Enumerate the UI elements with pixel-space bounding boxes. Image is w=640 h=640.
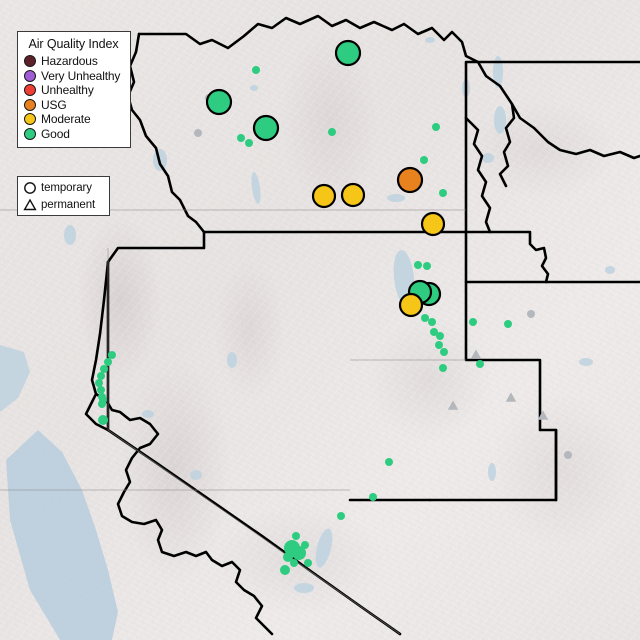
monitor-site-marker-permanent[interactable]	[435, 341, 443, 349]
reference-lines-layer	[0, 209, 466, 635]
monitor-site-marker-permanent[interactable]	[98, 415, 108, 425]
monitor-site-marker-temporary[interactable]	[420, 211, 446, 237]
monitor-site-marker-permanent[interactable]	[283, 552, 293, 562]
monitor-site-marker-permanent[interactable]	[428, 318, 436, 326]
monitor-site-marker-permanent-nodata[interactable]	[505, 392, 517, 402]
monitor-site-marker-permanent[interactable]	[369, 493, 377, 501]
monitor-site-marker-permanent[interactable]	[328, 128, 336, 136]
monitor-site-marker-permanent-nodata[interactable]	[537, 410, 549, 420]
border-oregon-idaho	[137, 14, 640, 160]
legend-item-usg: USG	[24, 98, 123, 113]
border-california-sierra	[94, 392, 274, 636]
no-data-temporary-sites-layer[interactable]	[194, 94, 572, 459]
monitor-site-marker-permanent[interactable]	[440, 348, 448, 356]
legend-swatch-icon	[24, 55, 36, 68]
border-idaho-oregon-west	[126, 32, 206, 234]
legend-swatch-icon	[24, 69, 36, 82]
legend-item-label: Very Unhealthy	[41, 68, 121, 83]
legend-item-temporary: temporary	[23, 179, 104, 196]
monitor-site-marker-permanent[interactable]	[104, 358, 112, 366]
legend-item-good: Good	[24, 127, 123, 142]
border-wyoming-utah-notch	[464, 230, 550, 284]
monitor-site-marker-permanent[interactable]	[439, 364, 447, 372]
monitor-site-marker-permanent[interactable]	[290, 559, 298, 567]
monitor-site-marker-permanent[interactable]	[304, 559, 312, 567]
monitor-site-marker-permanent[interactable]	[108, 351, 116, 359]
monitor-site-marker-temporary[interactable]	[311, 183, 337, 209]
circle-icon	[24, 181, 36, 194]
monitor-site-marker-permanent-nodata[interactable]	[447, 400, 459, 410]
monitor-site-marker-nodata[interactable]	[194, 129, 202, 137]
legend-items-list: Hazardous Very Unhealthy Unhealthy USG Moder…	[24, 54, 123, 141]
legend-item-hazardous: Hazardous	[24, 54, 123, 69]
monitor-site-marker-permanent[interactable]	[237, 134, 245, 142]
legend-item-label: Moderate	[41, 112, 91, 127]
monitor-site-marker-permanent[interactable]	[423, 262, 431, 270]
monitor-site-marker-permanent[interactable]	[97, 372, 105, 380]
legend-swatch-icon	[24, 113, 36, 126]
monitor-site-marker-permanent[interactable]	[476, 360, 484, 368]
monitor-site-marker-permanent[interactable]	[430, 328, 438, 336]
monitor-site-marker-permanent[interactable]	[469, 318, 477, 326]
legend-item-label: Hazardous	[41, 54, 98, 69]
triangle-icon	[23, 198, 37, 210]
legend-item-label: USG	[41, 97, 67, 112]
monitor-site-marker-permanent[interactable]	[337, 512, 345, 520]
permanent-monitor-sites-layer[interactable]	[95, 66, 512, 575]
monitor-site-marker-permanent[interactable]	[100, 365, 108, 373]
monitor-site-marker-permanent[interactable]	[414, 261, 422, 269]
monitor-site-marker-permanent[interactable]	[436, 332, 444, 340]
legend-item-label: Unhealthy	[41, 83, 94, 98]
monitor-site-marker-nodata[interactable]	[564, 451, 572, 459]
monitor-site-marker-permanent[interactable]	[504, 320, 512, 328]
monitor-site-marker-permanent[interactable]	[292, 546, 306, 560]
legend-label-permanent: permanent	[41, 198, 96, 211]
no-data-permanent-sites-layer[interactable]	[447, 349, 549, 420]
monitor-site-marker-permanent[interactable]	[385, 458, 393, 466]
monitor-site-marker-permanent[interactable]	[245, 139, 253, 147]
site-type-legend: temporary permanent	[17, 176, 110, 216]
border-utah-colorado	[428, 280, 558, 502]
monitor-site-marker-temporary[interactable]	[340, 182, 366, 208]
legend-swatch-icon	[24, 98, 36, 111]
legend-swatch-icon	[24, 127, 36, 140]
monitor-site-marker-permanent[interactable]	[97, 386, 105, 394]
monitor-site-marker-nodata[interactable]	[527, 310, 535, 318]
monitor-site-marker-temporary[interactable]	[205, 88, 233, 116]
air-quality-index-legend: Air Quality Index Hazardous Very Unhealth…	[17, 31, 131, 148]
monitor-site-marker-permanent[interactable]	[420, 156, 428, 164]
border-wyoming	[464, 60, 640, 284]
monitor-site-marker-permanent[interactable]	[292, 532, 300, 540]
legend-item-label: Good	[41, 126, 70, 141]
legend-item-moderate: Moderate	[24, 112, 123, 127]
water-bodies-layer	[0, 37, 615, 640]
monitor-site-marker-temporary[interactable]	[252, 114, 280, 142]
state-boundaries-layer	[84, 14, 640, 636]
monitor-site-marker-temporary[interactable]	[396, 166, 424, 194]
border-california-north	[84, 260, 110, 432]
monitor-site-marker-permanent-nodata[interactable]	[470, 349, 482, 359]
border-idaho-wyoming-mountain	[464, 116, 492, 234]
monitor-site-marker-permanent[interactable]	[439, 189, 447, 197]
legend-item-permanent: permanent	[23, 196, 104, 213]
legend-swatch-icon	[24, 84, 36, 97]
monitor-site-marker-permanent[interactable]	[280, 565, 290, 575]
legend-item-unhealthy: Unhealthy	[24, 83, 123, 98]
legend-title: Air Quality Index	[28, 37, 119, 51]
legend-item-very-unhealthy: Very Unhealthy	[24, 69, 123, 84]
monitor-site-marker-permanent[interactable]	[432, 123, 440, 131]
monitor-site-marker-permanent[interactable]	[252, 66, 260, 74]
temporary-monitor-sites-layer[interactable]	[205, 39, 446, 318]
monitor-site-marker-permanent[interactable]	[301, 541, 309, 549]
border-montana-idaho-panhandle	[498, 102, 516, 188]
monitor-site-marker-permanent[interactable]	[95, 379, 103, 387]
border-utah-nevada	[106, 230, 206, 432]
monitor-site-marker-permanent[interactable]	[98, 400, 106, 408]
legend-label-temporary: temporary	[41, 181, 92, 194]
monitor-site-marker-temporary[interactable]	[398, 292, 424, 318]
monitor-site-marker-permanent[interactable]	[421, 314, 429, 322]
monitor-site-marker-temporary[interactable]	[334, 39, 362, 67]
